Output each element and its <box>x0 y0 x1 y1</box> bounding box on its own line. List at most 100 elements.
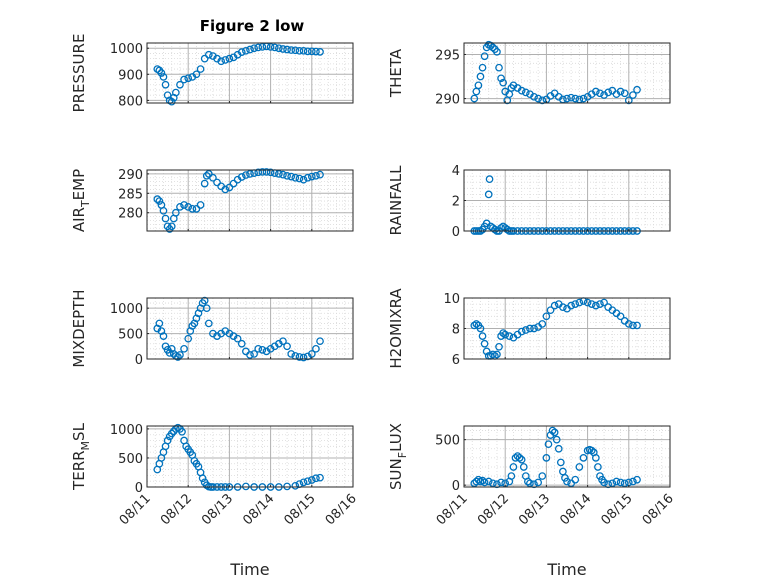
figure-title: Figure 2 low <box>200 17 305 35</box>
data-point <box>616 478 625 487</box>
data-point <box>484 190 493 199</box>
data-point <box>316 170 324 179</box>
data-point <box>196 201 205 209</box>
data-point <box>246 351 254 359</box>
data-point <box>499 78 507 87</box>
y-tick-label: 500 <box>118 328 143 343</box>
data-point <box>616 312 625 321</box>
data-point <box>312 474 320 483</box>
data-point <box>198 474 207 483</box>
data-point <box>579 454 588 462</box>
subplot-sun-flux: 0 500 SUNFLUX 08/11 08/12 08/13 08/14 08/15 08/1… <box>387 423 677 579</box>
data-point <box>474 475 483 484</box>
data-point <box>200 296 209 305</box>
data-point <box>478 63 487 72</box>
y-tick-label: 285 <box>118 187 143 202</box>
data-point <box>624 96 633 105</box>
data-point <box>559 303 567 311</box>
data-point <box>254 344 263 353</box>
data-point <box>604 88 613 97</box>
data-point <box>530 92 538 101</box>
data-point <box>472 87 481 96</box>
data-point <box>526 324 534 333</box>
data-point <box>167 222 176 231</box>
data-point <box>521 88 530 97</box>
data-point <box>594 463 602 471</box>
data-point <box>501 330 510 339</box>
data-point <box>596 300 604 308</box>
data-point <box>542 454 551 462</box>
data-point <box>517 455 526 464</box>
axes-box <box>463 425 671 488</box>
data-series <box>470 426 641 489</box>
data-point <box>499 329 507 337</box>
data-point <box>497 478 505 487</box>
x-tick-label: 08/15 <box>599 491 636 528</box>
axes-box <box>463 42 671 104</box>
y-tick-label: 280 <box>118 207 143 222</box>
data-point <box>184 334 193 343</box>
data-point <box>279 170 287 179</box>
data-point <box>202 304 211 313</box>
data-point <box>507 472 516 480</box>
data-point <box>229 179 238 188</box>
x-tick-label: 08/13 <box>516 491 553 528</box>
data-point <box>571 94 580 103</box>
data-point <box>204 319 213 328</box>
data-point <box>287 350 296 358</box>
data-point <box>629 91 637 99</box>
data-point <box>519 463 528 471</box>
data-point <box>258 43 267 51</box>
data-point <box>258 345 267 354</box>
subplot-h2omixra: 6 8 10 H2OMIXRA <box>387 288 671 369</box>
axes-box <box>146 297 354 360</box>
data-point <box>200 54 209 63</box>
data-point <box>571 475 580 484</box>
data-point <box>493 47 501 56</box>
data-point <box>480 339 489 348</box>
data-point <box>237 48 246 56</box>
data-point <box>509 463 518 471</box>
data-point <box>254 168 263 177</box>
data-point <box>167 97 176 106</box>
data-point <box>299 353 308 362</box>
y-tick-label: 290 <box>435 93 460 108</box>
data-point <box>180 201 188 209</box>
data-point <box>544 440 553 449</box>
data-point <box>225 183 234 192</box>
data-point <box>258 168 267 176</box>
data-point <box>579 297 588 305</box>
data-point <box>571 300 580 308</box>
data-point <box>478 332 487 340</box>
data-point <box>534 478 543 487</box>
data-point <box>470 321 479 330</box>
data-point <box>225 54 234 63</box>
x-tick-label: 08/11 <box>434 491 471 528</box>
data-point <box>295 353 304 361</box>
data-point <box>530 324 538 333</box>
data-point <box>262 168 271 176</box>
subplot-terr-msl: 0 500 1000 TERRMSL 08/11 08/12 08/13 08/14 08/15… <box>70 422 360 579</box>
axes-box <box>146 42 354 104</box>
data-point <box>213 178 221 187</box>
y-tick-label: 800 <box>118 94 143 109</box>
data-point <box>242 46 250 55</box>
x-tick-label: 08/14 <box>557 491 594 528</box>
data-point <box>217 57 226 66</box>
subplot-mixdepth: 0 500 1000 MIXDEPTH <box>70 289 354 368</box>
data-point <box>633 321 641 330</box>
x-tick-label: 08/11 <box>117 491 154 528</box>
data-point <box>283 342 291 351</box>
data-point <box>233 334 242 343</box>
data-point <box>307 476 316 484</box>
data-point <box>575 463 584 471</box>
data-point <box>596 89 604 98</box>
data-point <box>283 45 291 54</box>
y-tick-label: 295 <box>435 48 460 63</box>
y-axis-label: THETA <box>387 48 405 98</box>
y-tick-label: 4 <box>452 164 460 179</box>
y-tick-label: 0 <box>135 481 143 496</box>
data-point <box>550 428 559 437</box>
data-point <box>287 46 296 54</box>
data-point <box>476 72 485 81</box>
